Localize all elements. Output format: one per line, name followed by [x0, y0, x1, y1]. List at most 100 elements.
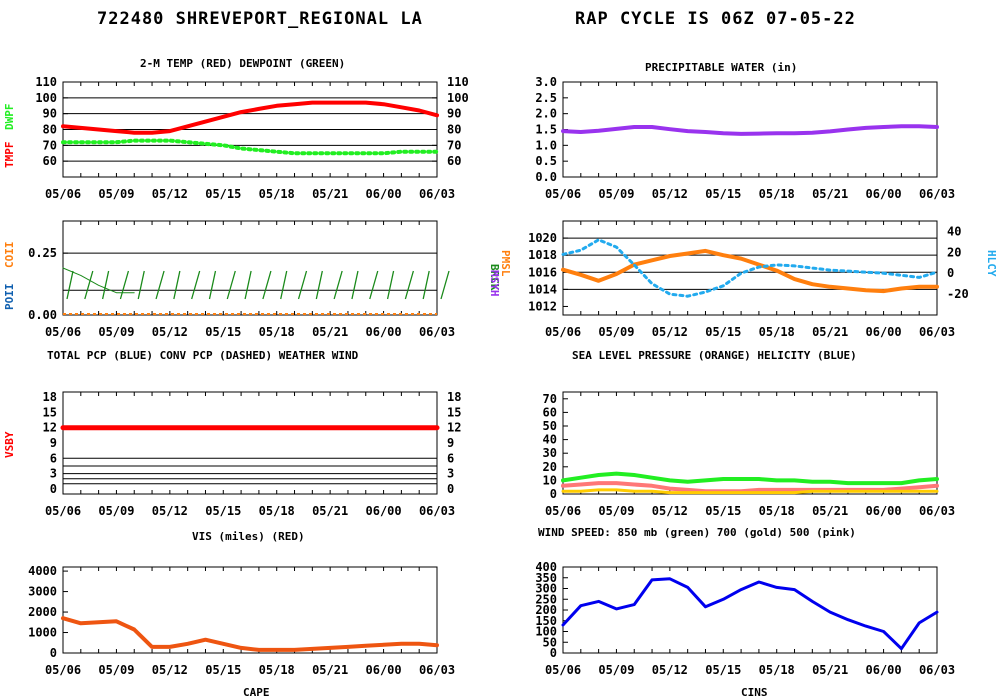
temp-x-tick-label: 05/21 [312, 187, 348, 201]
cape-x-tick-label: 05/12 [152, 663, 188, 677]
cins-series-line [561, 577, 939, 651]
slp-y-tick-label: 1016 [528, 265, 557, 279]
vis-y2-tick-label: 0 [447, 482, 454, 496]
vis-x-tick-label: 05/09 [98, 504, 134, 518]
pop-x-tick-label: 05/21 [312, 325, 348, 339]
slp-x-tick-label: 05/15 [705, 325, 741, 339]
station-title: 722480 SHREVEPORT_REGIONAL LA [97, 9, 423, 29]
helicity-series-line [561, 238, 939, 298]
slp-y-tick-label: 1014 [528, 282, 557, 296]
temp-y2-tick-label: 100 [447, 91, 469, 105]
wind-x-tick-label: 05/06 [545, 504, 581, 518]
cape-x-tick-label: 06/03 [419, 663, 455, 677]
wind-barb [262, 270, 272, 300]
pw-x-tick-label: 06/03 [919, 187, 955, 201]
pw-y-tick-label: 0.0 [535, 170, 557, 184]
vis-x-tick-label: 05/21 [312, 504, 348, 518]
wind-y-tick-label: 30 [543, 446, 557, 460]
cape-x-tick-label: 05/09 [98, 663, 134, 677]
pop-y-tick-label: 0.00 [28, 308, 57, 322]
vis-y-tick-label: 12 [43, 421, 57, 435]
cins-y-tick-label: 200 [535, 603, 557, 617]
slp-x-tick-label: 06/03 [919, 325, 955, 339]
vis-y-tick-label: 18 [43, 390, 57, 404]
vis-x-tick-label: 06/00 [366, 504, 402, 518]
temp-x-tick-label: 05/06 [45, 187, 81, 201]
wind-barb [297, 270, 308, 300]
wind-barb [369, 270, 379, 300]
wind-title: WIND SPEED: 850 mb (green) 700 (gold) 50… [538, 526, 856, 539]
slp-x-tick-label: 06/00 [866, 325, 902, 339]
vis-x-tick-label: 05/06 [45, 504, 81, 518]
cins-y-tick-label: 250 [535, 592, 557, 606]
wind-x-tick-label: 06/03 [919, 504, 955, 518]
cins-x-tick-label: 06/00 [866, 663, 902, 677]
temp-y2-tick-label: 80 [447, 123, 461, 137]
wind-barb [191, 270, 201, 300]
temp-x-tick-label: 05/09 [98, 187, 134, 201]
temp-y-tick-label: 100 [35, 91, 57, 105]
pw-x-tick-label: 05/21 [812, 187, 848, 201]
slp-y-tick-label: 1018 [528, 248, 557, 262]
vis-x-tick-label: 06/03 [419, 504, 455, 518]
slp-y2-tick-label: 0 [947, 266, 954, 280]
temp-y-tick-label: 110 [35, 75, 57, 89]
temp-x-tick-label: 06/00 [366, 187, 402, 201]
cape-x-tick-label: 05/06 [45, 663, 81, 677]
tmpf-axis-label: TMPF [3, 142, 16, 169]
pop-x-tick-label: 05/12 [152, 325, 188, 339]
cins-x-tick-label: 05/12 [652, 663, 688, 677]
temp-x-tick-label: 05/12 [152, 187, 188, 201]
cins-x-tick-label: 05/06 [545, 663, 581, 677]
wind-barb [422, 270, 430, 300]
cape-title: CAPE [243, 686, 270, 699]
wind-x-tick-label: 05/09 [598, 504, 634, 518]
vis-plot-frame [62, 391, 438, 495]
cape-plot-frame [62, 566, 438, 654]
pop-x-tick-label: 05/09 [98, 325, 134, 339]
wind-barb [333, 270, 343, 300]
temp-y-tick-label: 60 [43, 154, 57, 168]
wind-barb [315, 270, 323, 300]
temp-y2-tick-label: 110 [447, 75, 469, 89]
vis-y-tick-label: 9 [50, 436, 57, 450]
cape-y-tick-label: 3000 [28, 585, 57, 599]
cins-x-tick-label: 05/21 [812, 663, 848, 677]
wind-barb [101, 270, 110, 300]
pw-x-tick-label: 05/06 [545, 187, 581, 201]
pw-y-tick-label: 0.5 [535, 154, 557, 168]
temp-y-tick-label: 70 [43, 138, 57, 152]
pcp-title: TOTAL PCP (BLUE) CONV PCP (DASHED) WEATH… [47, 349, 359, 362]
temp-y2-tick-label: 60 [447, 154, 461, 168]
temp-y2-tick-label: 90 [447, 107, 461, 121]
wind-barb [386, 270, 395, 300]
wind-barb [404, 270, 415, 300]
wind-barb [66, 270, 74, 300]
poii-axis-label: POII [3, 284, 16, 311]
cape-x-tick-label: 05/18 [259, 663, 295, 677]
pop-x-tick-label: 06/00 [366, 325, 402, 339]
pop-x-tick-label: 05/06 [45, 325, 81, 339]
wind-x-tick-label: 05/15 [705, 504, 741, 518]
pw-y-tick-label: 2.5 [535, 91, 557, 105]
vsby-axis-label: VSBY [3, 431, 16, 458]
pw-title: PRECIPITABLE WATER (in) [645, 61, 797, 74]
pop-plot-frame [62, 220, 438, 316]
cins-y-tick-label: 150 [535, 614, 557, 628]
slp-y2-tick-label: 20 [947, 245, 961, 259]
cins-x-tick-label: 05/09 [598, 663, 634, 677]
vis-x-tick-label: 05/12 [152, 504, 188, 518]
vis-y2-tick-label: 9 [447, 436, 454, 450]
cins-plot-frame [562, 566, 938, 654]
vis-y2-tick-label: 3 [447, 467, 454, 481]
wind-y-tick-label: 70 [543, 392, 557, 406]
cycle-title: RAP CYCLE IS 06Z 07-05-22 [575, 9, 856, 29]
temp-y2-tick-label: 70 [447, 138, 461, 152]
pmsl-axis-label: PMSL [499, 250, 512, 277]
dwpf-axis-label: DWPF [3, 104, 16, 131]
pw-series-line [561, 124, 939, 136]
temp-y-tick-label: 90 [43, 107, 57, 121]
wind-barb [155, 270, 165, 300]
cape-y-tick-label: 1000 [28, 626, 57, 640]
